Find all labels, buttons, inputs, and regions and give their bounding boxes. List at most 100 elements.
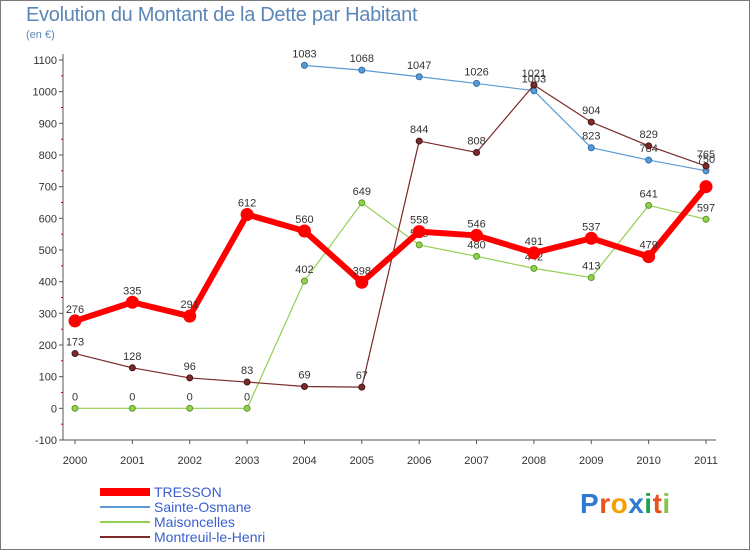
maisoncelles-data-label: 597 (697, 202, 715, 214)
y-tick-label: 200 (39, 340, 57, 352)
tresson-data-label: 560 (295, 214, 313, 226)
tresson-data-label: 546 (467, 218, 485, 230)
sainte-osmane-point (530, 87, 538, 95)
legend-swatch (100, 521, 150, 523)
tresson-data-label: 612 (238, 198, 256, 210)
maisoncelles-data-label: 649 (353, 186, 371, 198)
maisoncelles-point (186, 404, 194, 412)
montreuil-le-henri-point (300, 382, 308, 390)
maisoncelles-data-label: 0 (187, 391, 193, 403)
maisoncelles-data-label: 0 (72, 391, 78, 403)
tresson-point (355, 275, 369, 289)
montreuil-le-henri-data-label: 83 (241, 365, 253, 377)
y-tick-label: 100 (39, 372, 57, 384)
proxiti-logo: Proxiti (580, 488, 671, 520)
montreuil-le-henri-data-label: 765 (697, 149, 715, 161)
maisoncelles-point (71, 404, 79, 412)
legend-label: TRESSON (154, 484, 222, 500)
montreuil-le-henri-point (186, 374, 194, 382)
montreuil-le-henri-data-label: 69 (298, 369, 310, 381)
x-tick-label: 2002 (177, 455, 201, 467)
legend-swatch (100, 536, 150, 538)
maisoncelles-point (243, 404, 251, 412)
chart-title: Evolution du Montant de la Dette par Hab… (26, 4, 418, 26)
y-tick-label: 300 (39, 308, 57, 320)
y-tick-label: 1000 (33, 87, 57, 99)
sainte-osmane-data-label: 1068 (350, 53, 374, 65)
logo-letter: P (580, 488, 600, 519)
logo-letter: r (599, 488, 611, 519)
x-tick-label: 2006 (407, 455, 431, 467)
tresson-point (68, 314, 82, 328)
maisoncelles-data-label: 413 (582, 261, 600, 273)
montreuil-le-henri-point (530, 81, 538, 89)
x-tick-label: 2008 (522, 455, 546, 467)
montreuil-le-henri-point (645, 142, 653, 150)
montreuil-le-henri-point (415, 137, 423, 145)
maisoncelles-point (128, 404, 136, 412)
y-tick-label: 0 (51, 403, 57, 415)
logo-letter: i (644, 488, 653, 519)
sainte-osmane-point (415, 73, 423, 81)
tresson-data-label: 276 (66, 304, 84, 316)
x-tick-label: 2005 (350, 455, 374, 467)
montreuil-le-henri-point (358, 383, 366, 391)
x-tick-label: 2009 (579, 455, 603, 467)
montreuil-le-henri-data-label: 173 (66, 337, 84, 349)
montreuil-le-henri-point (587, 118, 595, 126)
maisoncelles-data-label: 0 (129, 391, 135, 403)
tresson-point (412, 225, 426, 239)
sainte-osmane-point (300, 61, 308, 69)
sainte-osmane-data-label: 823 (582, 131, 600, 143)
tresson-data-label: 291 (181, 299, 199, 311)
maisoncelles-point (587, 274, 595, 282)
logo-letter: o (610, 488, 629, 519)
logo-letter: t (652, 488, 663, 519)
y-tick-label: 900 (39, 118, 57, 130)
legend-swatch (100, 506, 150, 508)
legend-label: Sainte-Osmane (154, 499, 252, 515)
x-tick-label: 2001 (120, 455, 144, 467)
tresson-data-label: 335 (123, 285, 141, 297)
tresson-point (584, 231, 598, 245)
maisoncelles-data-label: 0 (244, 391, 250, 403)
montreuil-le-henri-data-label: 67 (356, 370, 368, 382)
montreuil-le-henri-point (128, 364, 136, 372)
tresson-point (527, 246, 541, 260)
sainte-osmane-data-label: 750 (697, 154, 715, 166)
y-tick-label: -100 (35, 435, 57, 447)
y-tick-label: 800 (39, 150, 57, 162)
y-tick-label: 500 (39, 245, 57, 257)
tresson-data-label: 558 (410, 215, 428, 227)
montreuil-le-henri-data-label: 1021 (522, 68, 546, 80)
montreuil-le-henri-data-label: 128 (123, 351, 141, 363)
sainte-osmane-point (358, 66, 366, 74)
sainte-osmane-data-label: 1026 (464, 66, 488, 78)
x-tick-label: 2003 (235, 455, 259, 467)
montreuil-le-henri-point (243, 378, 251, 386)
montreuil-le-henri-point (473, 148, 481, 156)
maisoncelles-point (415, 241, 423, 249)
maisoncelles-line (75, 202, 707, 409)
logo-letter: x (628, 488, 645, 519)
sainte-osmane-line (304, 64, 707, 172)
sainte-osmane-point (645, 156, 653, 164)
maisoncelles-point (702, 215, 710, 223)
tresson-point (699, 180, 713, 194)
montreuil-le-henri-data-label: 829 (639, 129, 657, 141)
tresson-point (642, 250, 656, 264)
chart-unit-label: (en €) (26, 29, 55, 41)
maisoncelles-point (300, 277, 308, 285)
x-tick-label: 2004 (292, 455, 316, 467)
sainte-osmane-point (473, 79, 481, 87)
sainte-osmane-data-label: 1083 (292, 48, 316, 60)
x-tick-label: 2010 (636, 455, 660, 467)
y-tick-label: 400 (39, 277, 57, 289)
tresson-line (74, 184, 709, 324)
sainte-osmane-point (587, 144, 595, 152)
montreuil-le-henri-point (702, 162, 710, 170)
sainte-osmane-data-label: 1047 (407, 60, 431, 72)
tresson-data-label: 537 (582, 221, 600, 233)
